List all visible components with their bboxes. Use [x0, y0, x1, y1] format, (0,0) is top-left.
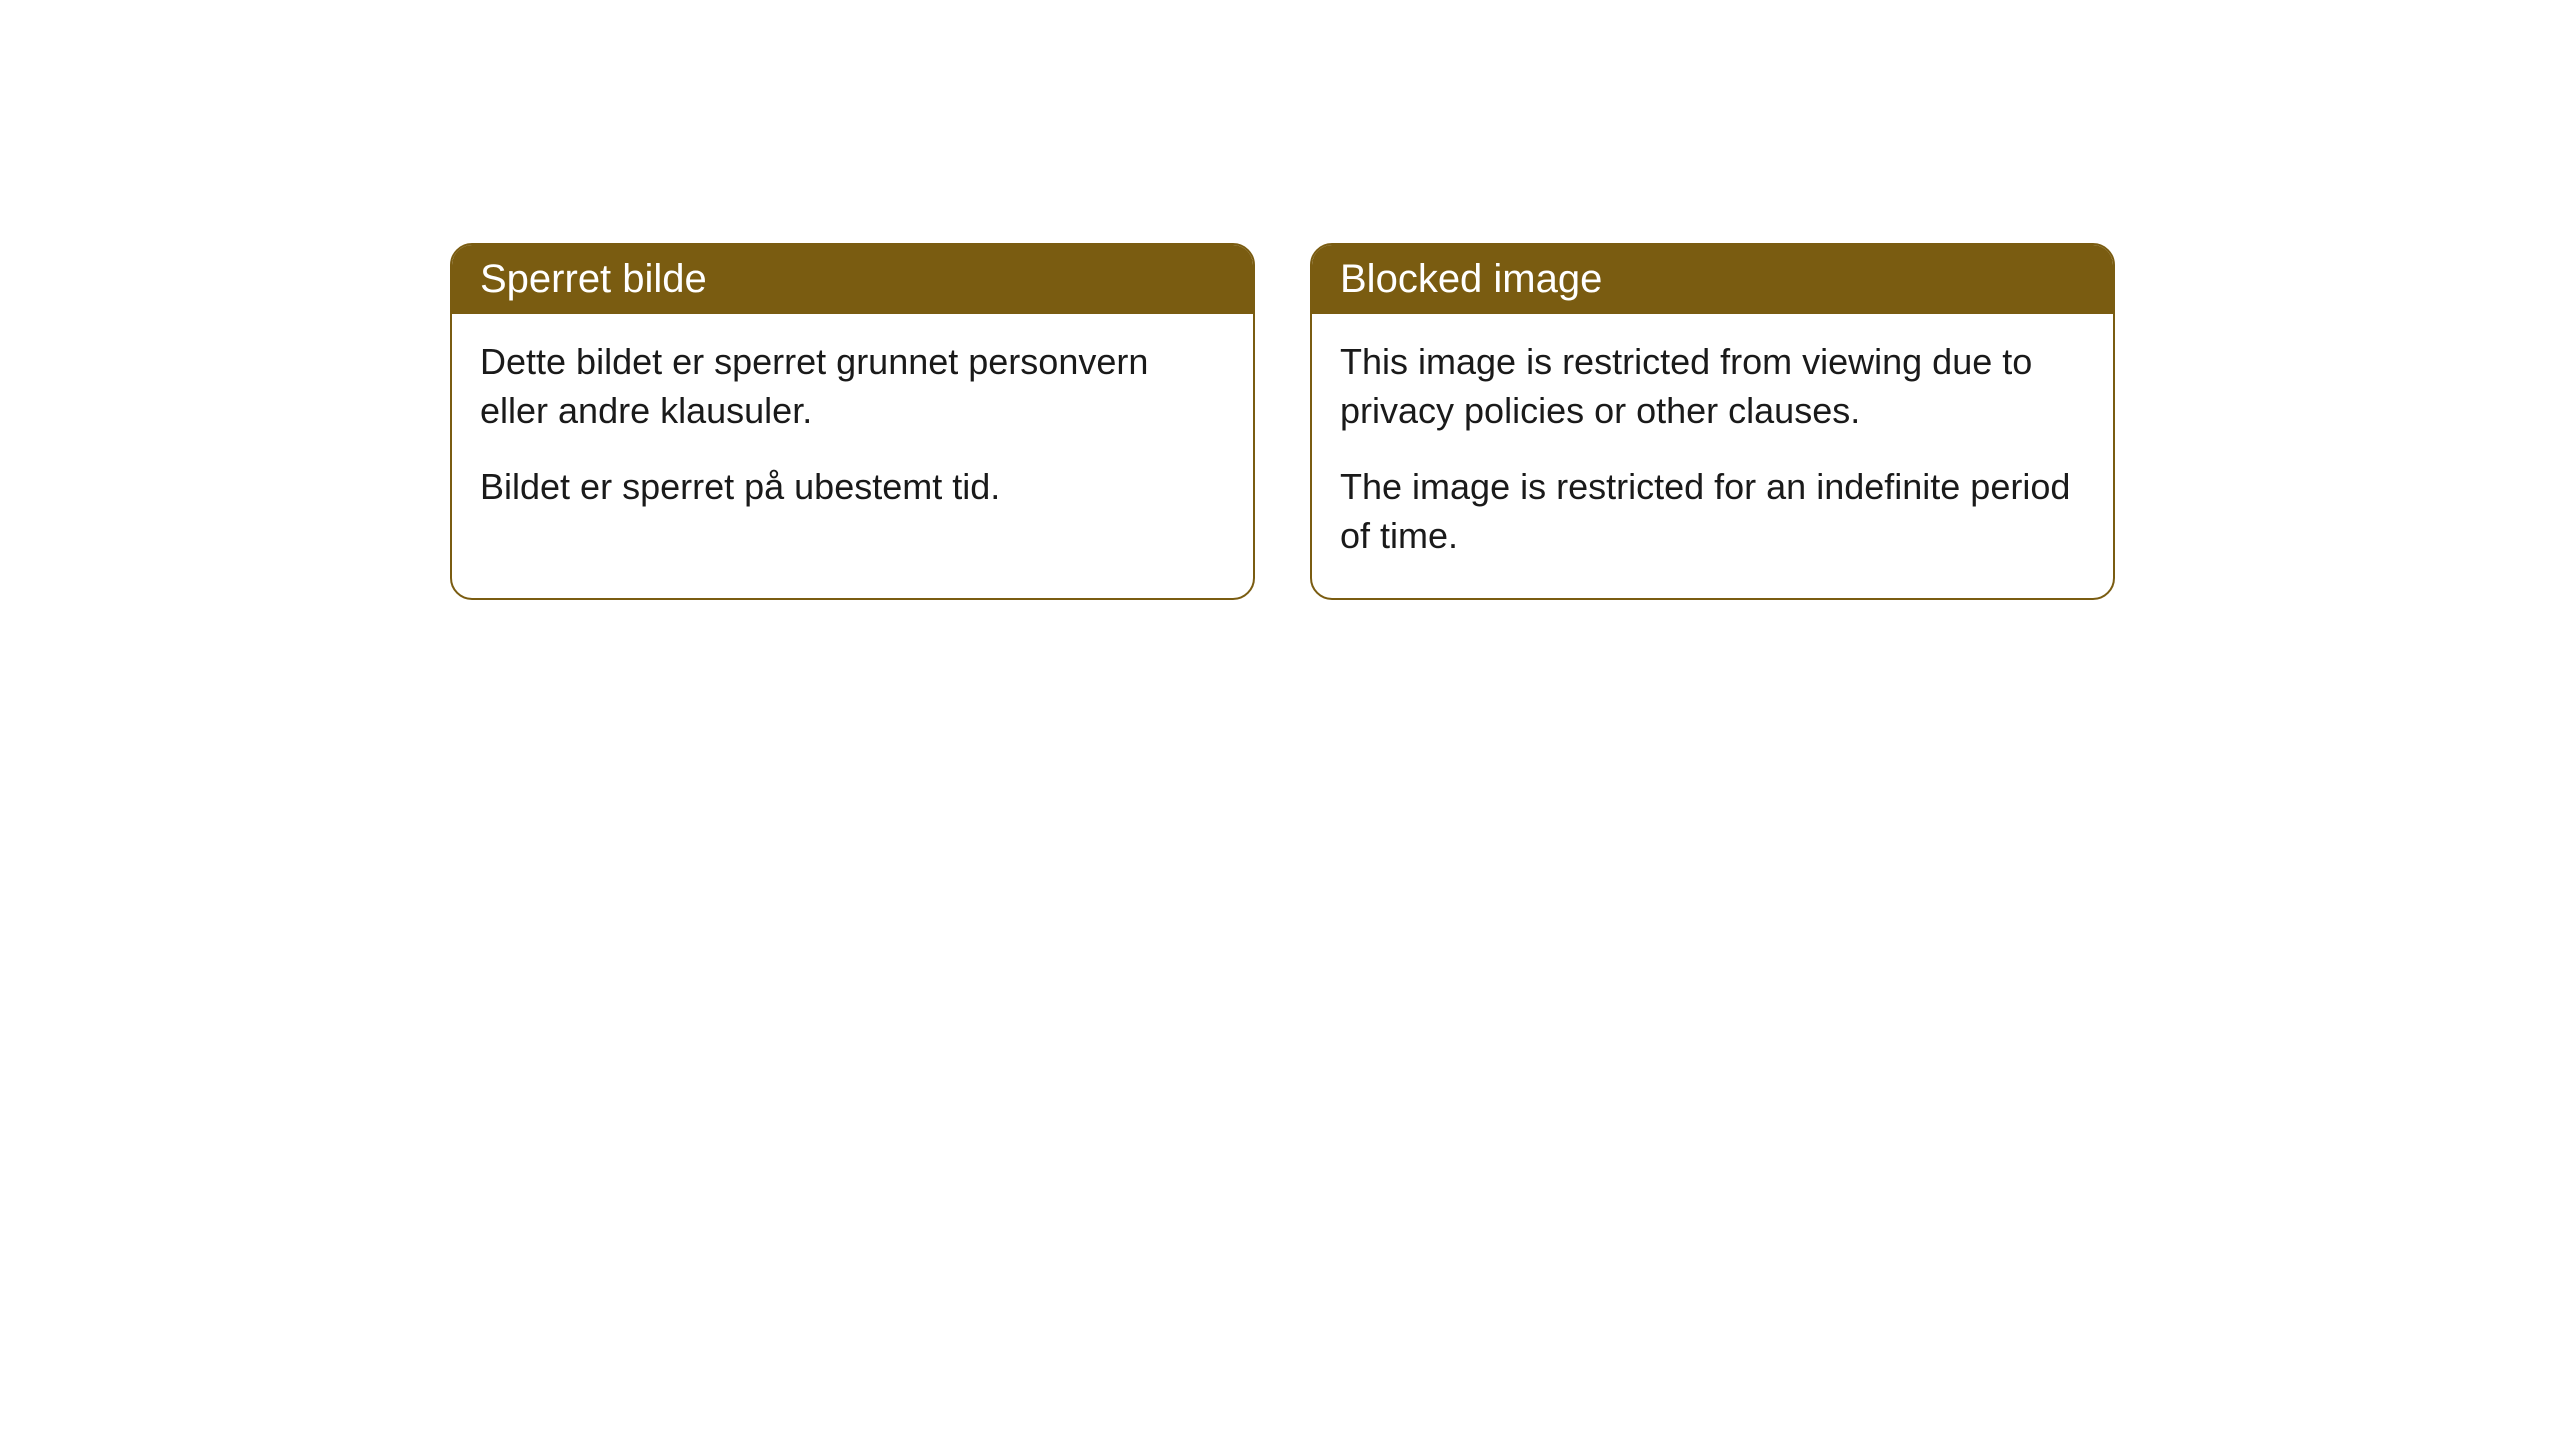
card-body-norwegian: Dette bildet er sperret grunnet personve… — [452, 314, 1253, 550]
card-title: Sperret bilde — [480, 257, 707, 301]
card-english: Blocked image This image is restricted f… — [1310, 243, 2115, 600]
card-header-english: Blocked image — [1312, 245, 2113, 314]
card-paragraph: Bildet er sperret på ubestemt tid. — [480, 463, 1225, 512]
card-paragraph: Dette bildet er sperret grunnet personve… — [480, 338, 1225, 435]
card-paragraph: The image is restricted for an indefinit… — [1340, 463, 2085, 560]
card-body-english: This image is restricted from viewing du… — [1312, 314, 2113, 598]
card-norwegian: Sperret bilde Dette bildet er sperret gr… — [450, 243, 1255, 600]
card-title: Blocked image — [1340, 257, 1602, 301]
cards-container: Sperret bilde Dette bildet er sperret gr… — [450, 243, 2115, 600]
card-header-norwegian: Sperret bilde — [452, 245, 1253, 314]
card-paragraph: This image is restricted from viewing du… — [1340, 338, 2085, 435]
